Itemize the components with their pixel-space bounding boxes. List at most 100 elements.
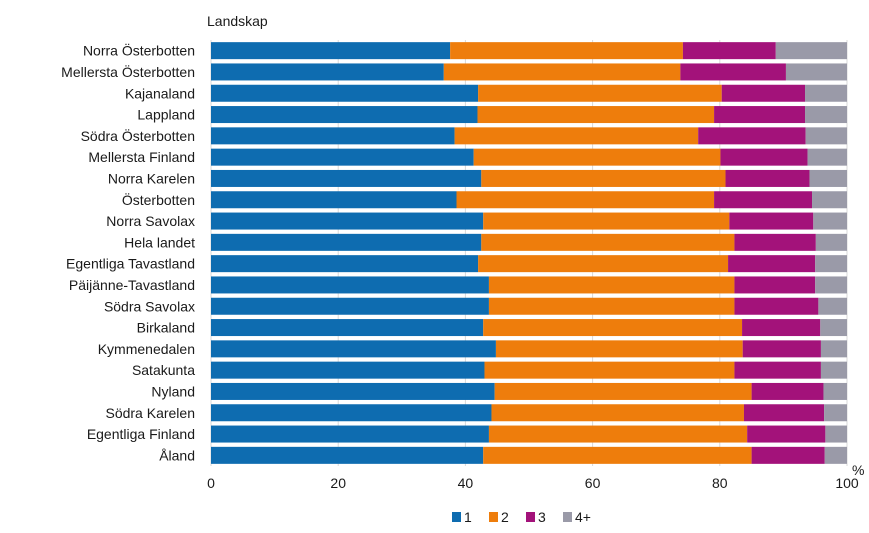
bar-segment-series-2 (473, 148, 721, 166)
bar-segment-series-4+ (805, 84, 847, 102)
x-tick-label: 0 (207, 475, 215, 491)
category-label: Egentliga Finland (87, 426, 195, 442)
bar-segment-series-2 (488, 297, 735, 315)
bar-segment-series-3 (680, 63, 786, 81)
x-tick-label: 40 (458, 475, 474, 491)
bar-segment-series-1 (211, 127, 455, 145)
category-label: Kymmenedalen (98, 341, 195, 357)
category-label: Norra Österbotten (83, 42, 195, 59)
bar-segment-series-4+ (824, 404, 847, 422)
category-label: Nyland (151, 383, 195, 399)
bar-segment-series-3 (747, 425, 826, 443)
category-label: Södra Österbotten (81, 127, 195, 144)
bar-segment-series-3 (734, 297, 819, 315)
bar-segment-series-1 (211, 340, 496, 358)
bar-segment-series-3 (743, 404, 825, 422)
category-label: Lappland (137, 107, 195, 123)
legend-label: 3 (538, 509, 546, 525)
x-tick-labels: 0 20 40 60 80 100 (207, 475, 859, 491)
bar-segment-series-1 (211, 297, 489, 315)
x-tick-label: 80 (712, 475, 728, 491)
bar-segment-series-3 (698, 127, 806, 145)
category-label: Norra Savolax (106, 213, 195, 229)
bar-segment-series-2 (450, 42, 683, 60)
bar-segment-series-4+ (820, 361, 847, 379)
bar-segment-series-1 (211, 276, 489, 294)
bar-segment-series-2 (481, 169, 726, 187)
bar-segment-series-4+ (812, 191, 847, 209)
bar-segment-series-4+ (820, 319, 847, 337)
bar-segment-series-2 (478, 255, 729, 273)
bar-segment-series-1 (211, 361, 485, 379)
category-label: Österbotten (122, 191, 195, 208)
bar-segment-series-3 (714, 106, 806, 124)
bar-segment-series-4+ (815, 276, 847, 294)
bar-segment-series-2 (495, 340, 743, 358)
bar-segment-series-3 (682, 42, 776, 60)
category-label: Satakunta (132, 362, 195, 378)
legend-swatch (563, 512, 572, 522)
bar-segment-series-2 (494, 382, 752, 400)
bar-segment-series-3 (734, 361, 821, 379)
bar-segment-series-4+ (820, 340, 847, 358)
bar-segment-series-4+ (815, 255, 847, 273)
bar-segment-series-3 (751, 382, 824, 400)
bar-segment-series-1 (211, 382, 495, 400)
bar-segment-series-4+ (824, 446, 847, 464)
gridlines (210, 40, 848, 466)
x-tick-label: 60 (585, 475, 601, 491)
bar-segment-series-4+ (775, 42, 847, 60)
bar-segment-series-2 (491, 404, 744, 422)
bar-segment-series-3 (734, 276, 816, 294)
category-label: Södra Savolax (104, 298, 195, 314)
category-label: Hela landet (124, 234, 195, 250)
bar-segment-series-1 (211, 212, 484, 230)
bar-segment-series-4+ (818, 297, 847, 315)
bar-segment-series-4+ (823, 382, 847, 400)
bar-segment-series-1 (211, 255, 479, 273)
legend-swatch (452, 512, 461, 522)
x-tick-label: 20 (330, 475, 346, 491)
category-label: Egentliga Tavastland (66, 256, 195, 272)
category-label: Mellersta Finland (88, 149, 195, 165)
legend-label: 1 (464, 509, 472, 525)
bar-segment-series-4+ (785, 63, 847, 81)
bar-segment-series-4+ (825, 425, 847, 443)
bar-segment-series-3 (729, 212, 814, 230)
chart-title: Landskap (207, 13, 268, 29)
bar-segment-series-3 (720, 148, 808, 166)
bar-segment-series-3 (742, 319, 821, 337)
bar-segment-series-2 (488, 276, 735, 294)
bar-segment-series-2 (456, 191, 715, 209)
bar-segments (211, 42, 847, 464)
bar-segment-series-1 (211, 404, 492, 422)
bar-segment-series-2 (483, 212, 730, 230)
bar-segment-series-2 (483, 319, 743, 337)
bar-segment-series-4+ (815, 233, 847, 251)
bar-segment-series-1 (211, 319, 484, 337)
bar-segment-series-2 (488, 425, 748, 443)
bar-segment-series-3 (725, 169, 810, 187)
bar-segment-series-1 (211, 42, 451, 60)
category-labels: Norra Österbotten Mellersta Österbotten Ka… (61, 42, 195, 464)
bar-segment-series-2 (484, 361, 735, 379)
bar-segment-series-3 (728, 255, 816, 273)
x-tick-label: 100 (835, 475, 859, 491)
bar-segment-series-1 (211, 63, 444, 81)
bar-segment-series-3 (721, 84, 806, 102)
bar-segment-series-1 (211, 233, 482, 251)
bar-segment-series-3 (734, 233, 816, 251)
bar-segment-series-1 (211, 191, 457, 209)
bar-segment-series-4+ (805, 127, 847, 145)
category-label: Norra Karelen (108, 170, 195, 186)
bar-segment-series-1 (211, 446, 484, 464)
bar-segment-series-2 (478, 84, 722, 102)
bar-segment-series-1 (211, 106, 478, 124)
bar-segment-series-4+ (805, 106, 847, 124)
bar-segment-series-4+ (807, 148, 847, 166)
bar-segment-series-2 (454, 127, 699, 145)
bar-segment-series-3 (751, 446, 825, 464)
legend-swatch (489, 512, 498, 522)
legend-swatch (526, 512, 535, 522)
